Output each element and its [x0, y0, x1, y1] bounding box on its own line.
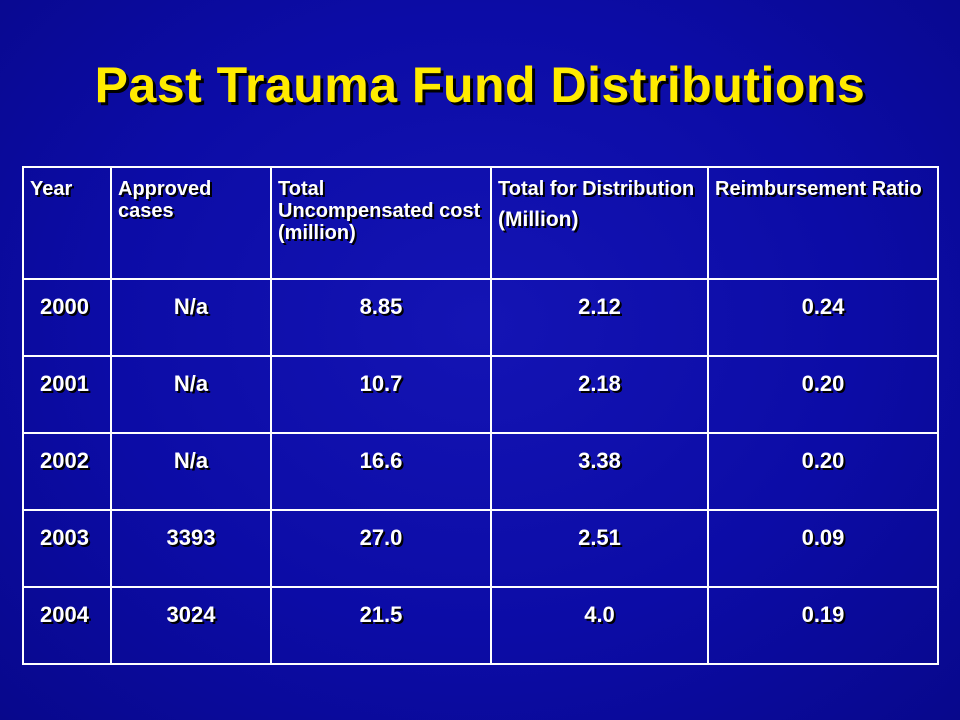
table-row: 2003 3393 27.0 2.51 0.09	[22, 509, 939, 588]
slide-title: Past Trauma Fund Distributions	[94, 57, 866, 113]
header-approved-cases-label: Approved cases	[118, 178, 212, 222]
header-approved-cases: Approved cases	[110, 166, 272, 280]
table-row: 2001 N/a 10.7 2.18 0.20	[22, 355, 939, 434]
cell-year: 2002	[22, 432, 112, 511]
cell-year: 2004	[22, 586, 112, 665]
cell-year: 2001	[22, 355, 112, 434]
cell-reimbursement-ratio: 0.20	[707, 355, 939, 434]
distribution-table: Year Approved cases Total Uncompensated …	[22, 166, 939, 665]
header-reimbursement-ratio-label: Reimbursement Ratio	[715, 178, 922, 200]
cell-year: 2000	[22, 278, 112, 357]
cell-approved-cases: N/a	[110, 355, 272, 434]
cell-total-distribution: 2.18	[490, 355, 709, 434]
table-row: 2004 3024 21.5 4.0 0.19	[22, 586, 939, 665]
cell-uncompensated-cost: 16.6	[270, 432, 492, 511]
table-row: 2000 N/a 8.85 2.12 0.24	[22, 278, 939, 357]
cell-total-distribution: 4.0	[490, 586, 709, 665]
header-total-uncompensated-cost: Total Uncompensated cost (million)	[270, 166, 492, 280]
header-total-for-distribution-label: Total for Distribution	[498, 178, 695, 200]
table-header-row: Year Approved cases Total Uncompensated …	[22, 166, 939, 280]
cell-year: 2003	[22, 509, 112, 588]
header-total-for-distribution-unit: (Million)	[498, 208, 579, 231]
header-year-label: Year	[30, 178, 73, 200]
cell-total-distribution: 2.12	[490, 278, 709, 357]
header-year: Year	[22, 166, 112, 280]
cell-reimbursement-ratio: 0.20	[707, 432, 939, 511]
cell-reimbursement-ratio: 0.19	[707, 586, 939, 665]
header-total-uncompensated-cost-label: Total Uncompensated cost (million)	[278, 178, 481, 244]
header-reimbursement-ratio: Reimbursement Ratio	[707, 166, 939, 280]
cell-total-distribution: 2.51	[490, 509, 709, 588]
cell-reimbursement-ratio: 0.24	[707, 278, 939, 357]
cell-approved-cases: 3393	[110, 509, 272, 588]
cell-approved-cases: N/a	[110, 432, 272, 511]
cell-reimbursement-ratio: 0.09	[707, 509, 939, 588]
cell-total-distribution: 3.38	[490, 432, 709, 511]
cell-uncompensated-cost: 10.7	[270, 355, 492, 434]
cell-approved-cases: N/a	[110, 278, 272, 357]
cell-approved-cases: 3024	[110, 586, 272, 665]
cell-uncompensated-cost: 21.5	[270, 586, 492, 665]
cell-uncompensated-cost: 27.0	[270, 509, 492, 588]
cell-uncompensated-cost: 8.85	[270, 278, 492, 357]
header-total-for-distribution: Total for Distribution (Million)	[490, 166, 709, 280]
table-row: 2002 N/a 16.6 3.38 0.20	[22, 432, 939, 511]
